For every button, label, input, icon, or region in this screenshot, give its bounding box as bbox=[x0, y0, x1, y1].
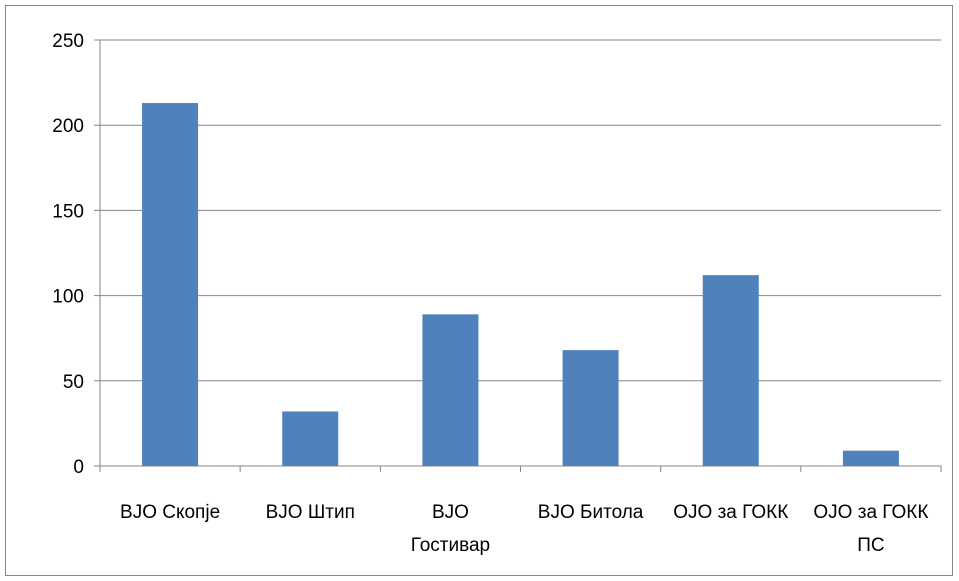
x-category-label-line: ПС bbox=[857, 535, 884, 556]
x-category-label: ОЈО за ГОКК bbox=[673, 502, 788, 523]
x-category-label-line: ВЈО Штип bbox=[266, 502, 355, 523]
x-category-label-line: ВЈО Скопје bbox=[120, 502, 220, 523]
y-tick-label: 50 bbox=[63, 372, 84, 393]
x-category-label-line: ОЈО за ГОКК bbox=[673, 502, 788, 523]
x-category-label: ВЈО Штип bbox=[266, 502, 355, 523]
y-tick-label: 100 bbox=[52, 287, 84, 308]
y-tick-label: 200 bbox=[52, 116, 84, 137]
y-tick-label: 150 bbox=[52, 201, 84, 222]
x-category-label: ВЈО Скопје bbox=[120, 502, 220, 523]
y-tick-label: 250 bbox=[52, 31, 84, 52]
x-category-label-line: ВЈО Битола bbox=[538, 502, 644, 523]
bar bbox=[562, 350, 619, 466]
bar bbox=[422, 314, 479, 466]
x-category-label-line: ВЈО bbox=[432, 502, 469, 523]
bar bbox=[282, 411, 339, 466]
x-category-label: ВЈО Гостивар bbox=[411, 502, 490, 556]
x-category-label: ВЈО Битола bbox=[538, 502, 644, 523]
x-category-label-line: Гостивар bbox=[411, 535, 490, 556]
y-tick-label: 0 bbox=[73, 457, 84, 478]
bar bbox=[842, 450, 899, 466]
bar bbox=[142, 103, 199, 466]
bar bbox=[702, 275, 759, 466]
x-category-label: ОЈО за ГОКК ПС bbox=[813, 502, 928, 556]
x-category-label-line: ОЈО за ГОКК bbox=[813, 502, 928, 523]
